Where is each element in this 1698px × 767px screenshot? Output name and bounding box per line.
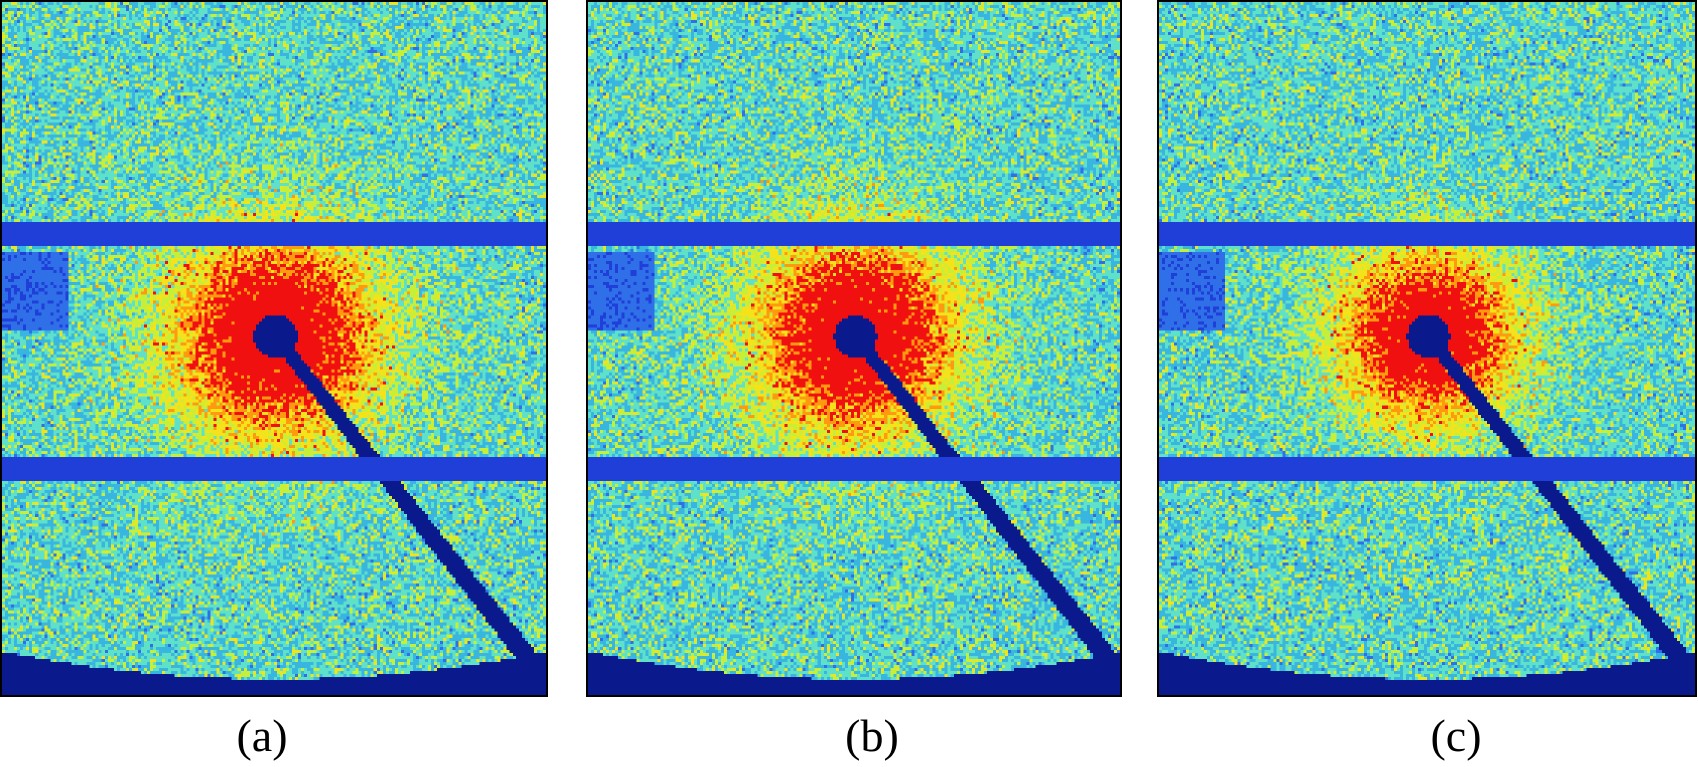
- panel-caption-b: (b): [845, 710, 899, 761]
- scattering-pattern-b: [588, 2, 1120, 695]
- scattering-pattern-a: [2, 2, 546, 695]
- panel-caption-a: (a): [236, 710, 288, 761]
- scattering-pattern-c: [1159, 2, 1695, 695]
- panel-caption-c: (c): [1430, 710, 1482, 761]
- detector-image-b: [586, 0, 1122, 697]
- detector-image-a: [0, 0, 548, 697]
- detector-image-c: [1157, 0, 1697, 697]
